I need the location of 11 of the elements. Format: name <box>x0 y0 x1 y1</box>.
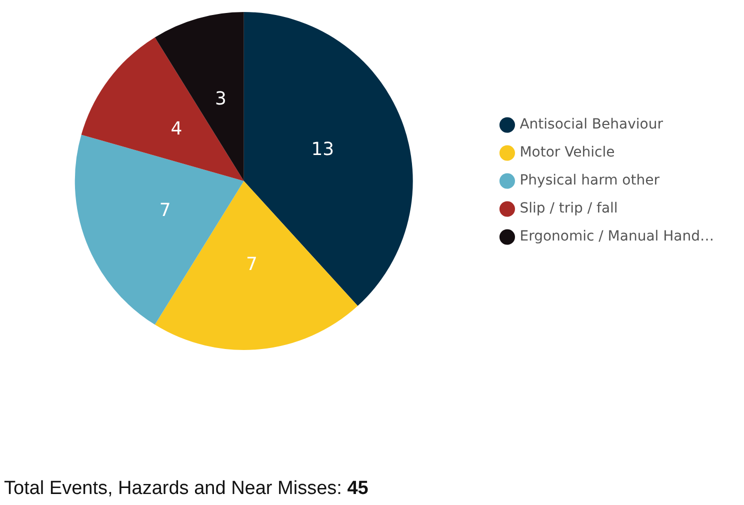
legend-label: Physical harm other <box>520 172 660 189</box>
text: Total Events, Hazards and Near Misses: 45 <box>4 478 368 500</box>
legend-label: Ergonomic / Manual Hand… <box>520 228 714 245</box>
data-label: 7 <box>159 200 171 222</box>
data-label: 7 <box>246 254 258 275</box>
legend-label: Slip / trip / fall <box>520 200 618 217</box>
legend-label: Antisocial Behaviour <box>520 116 664 133</box>
data-label: 13 <box>311 139 334 160</box>
data-label: 3 <box>215 88 226 110</box>
data-label: 4 <box>170 118 182 140</box>
legend-label: Motor Vehicle <box>520 144 615 161</box>
